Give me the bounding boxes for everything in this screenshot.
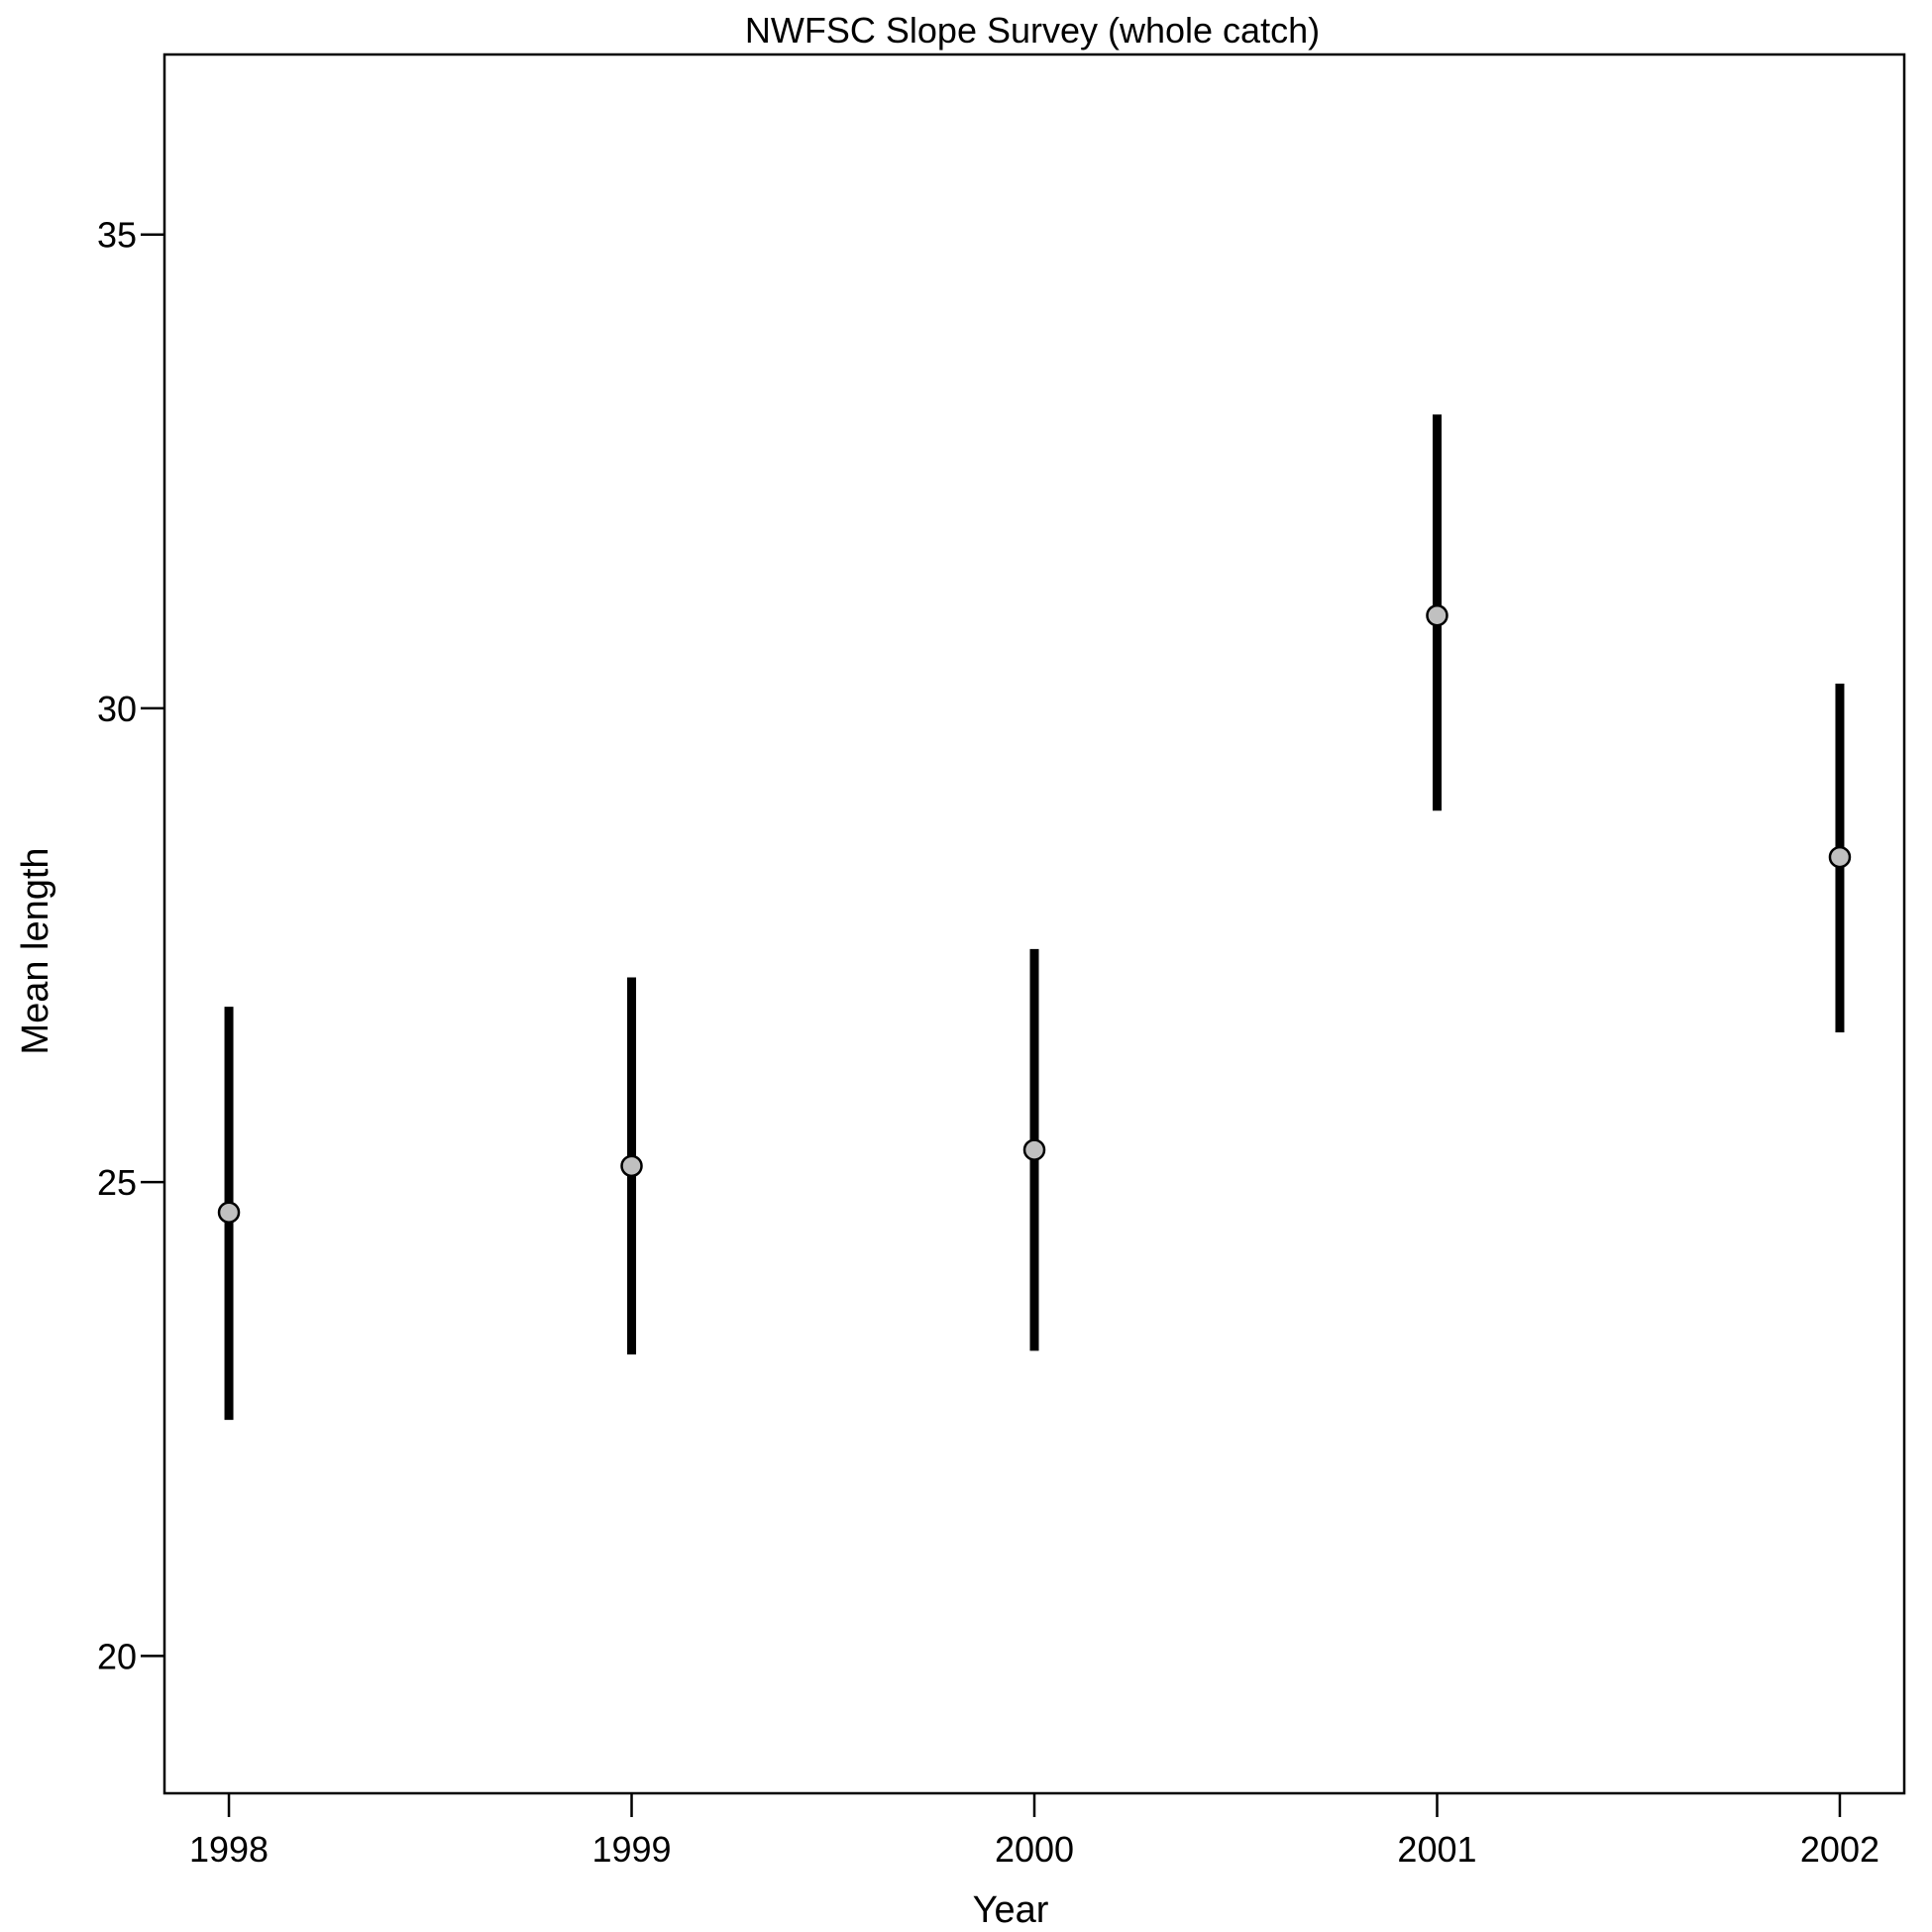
- x-tick-label: 1998: [189, 1829, 268, 1870]
- plot-frame: [162, 53, 1906, 1795]
- mean-point-1999: [620, 1154, 643, 1178]
- error-bars: [224, 414, 1845, 1421]
- mean-point-2001: [1426, 603, 1449, 627]
- mean-points: [217, 603, 1852, 1224]
- y-axis-label: Mean length: [15, 847, 56, 1054]
- y-tick-label: 20: [97, 1636, 137, 1676]
- mean-point-2002: [1828, 845, 1852, 869]
- y-tick-label: 30: [97, 689, 137, 729]
- x-axis: 1998 1999 2000 2001 2002: [189, 1793, 1879, 1870]
- x-tick-label: 1999: [591, 1829, 671, 1870]
- y-tick-label: 35: [97, 215, 137, 256]
- x-tick-label: 2001: [1397, 1829, 1476, 1870]
- x-axis-label: Year: [973, 1889, 1049, 1931]
- x-tick-label: 2002: [1800, 1829, 1879, 1870]
- y-axis: 20 25 30 35: [97, 215, 164, 1676]
- mean-point-2000: [1022, 1138, 1046, 1161]
- chart-title: NWFSC Slope Survey (whole catch): [745, 10, 1320, 51]
- x-tick-label: 2000: [995, 1829, 1074, 1870]
- mean-point-1998: [217, 1201, 241, 1224]
- y-tick-label: 25: [97, 1162, 137, 1203]
